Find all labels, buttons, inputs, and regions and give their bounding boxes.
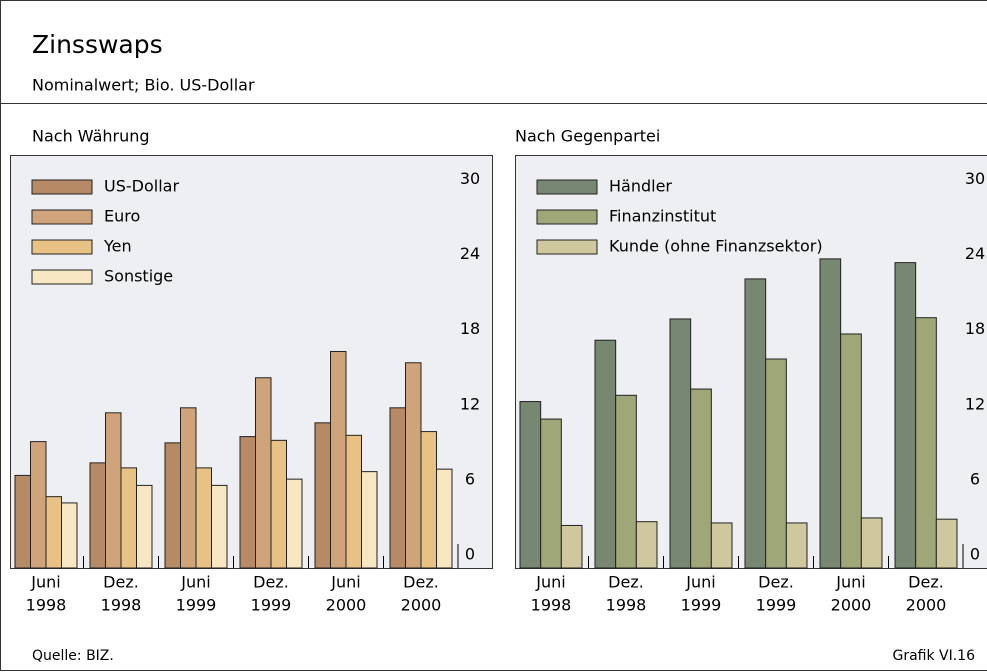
legend-swatch: [31, 269, 93, 285]
bar: [710, 522, 733, 569]
bar: [765, 358, 787, 569]
x-tick-label: 2000: [326, 596, 367, 615]
x-tick-label: 1999: [251, 596, 292, 615]
bar: [255, 377, 272, 569]
x-tick-label: Juni: [30, 573, 60, 592]
x-tick-label: Dez.: [103, 573, 139, 592]
bar: [211, 484, 228, 569]
x-tick-label: 1998: [26, 596, 67, 615]
legend-label: US-Dollar: [104, 177, 179, 196]
bar: [635, 521, 658, 569]
legend-swatch: [536, 209, 598, 225]
legend-label: Yen: [103, 237, 132, 256]
bar: [120, 467, 137, 569]
bar: [615, 394, 637, 569]
legend-label: Händler: [609, 177, 672, 196]
x-tick-label: 1999: [176, 596, 217, 615]
bar: [30, 441, 47, 569]
graphic-label: Grafik VI.16: [892, 648, 975, 664]
y-tick-label: 0: [465, 545, 475, 564]
bar: [540, 418, 562, 569]
subtitle: Nominalwert; Bio. US-Dollar: [32, 76, 255, 95]
x-tick-label: Juni: [330, 573, 360, 592]
bar: [389, 407, 406, 569]
bar: [860, 517, 883, 569]
x-tick-label: 2000: [401, 596, 442, 615]
bar: [744, 278, 767, 569]
bar: [935, 518, 958, 569]
bar: [785, 522, 808, 569]
bar: [330, 350, 347, 569]
legend-label: Kunde (ohne Finanzsektor): [609, 237, 823, 256]
x-tick-label: 1999: [756, 596, 797, 615]
legend-swatch: [31, 209, 93, 225]
x-tick-label: Dez.: [253, 573, 289, 592]
bar: [519, 401, 542, 569]
y-tick-label: 12: [965, 394, 985, 413]
y-tick-label: 24: [965, 244, 985, 263]
legend-swatch: [536, 239, 598, 255]
bar: [61, 502, 78, 569]
bar: [105, 412, 122, 569]
y-tick-label: 6: [465, 469, 475, 488]
bar: [690, 388, 712, 569]
bar: [669, 318, 692, 569]
bar: [894, 262, 917, 569]
x-tick-label: 2000: [906, 596, 947, 615]
bar: [594, 339, 617, 569]
x-tick-label: Dez.: [908, 573, 944, 592]
bar: [14, 474, 31, 569]
y-tick-label: 30: [460, 169, 480, 188]
x-tick-label: Juni: [535, 573, 565, 592]
y-tick-label: 6: [970, 469, 980, 488]
bar: [180, 407, 197, 569]
bar: [195, 467, 212, 569]
bar: [239, 436, 256, 569]
y-tick-label: 18: [460, 319, 480, 338]
bar: [405, 362, 422, 569]
y-tick-label: 30: [965, 169, 985, 188]
chart-title: Nach Gegenpartei: [515, 127, 660, 146]
legend-label: Finanzinstitut: [609, 207, 716, 226]
bar: [270, 439, 287, 569]
y-tick-label: 0: [970, 545, 980, 564]
bar: [345, 434, 362, 569]
bar: [361, 471, 378, 569]
bar: [314, 422, 331, 569]
x-tick-label: 1998: [606, 596, 647, 615]
x-tick-label: Juni: [835, 573, 865, 592]
bar: [840, 333, 862, 569]
source: Quelle: BIZ.: [32, 648, 114, 664]
bar: [420, 431, 437, 569]
bar: [89, 462, 106, 569]
legend-swatch: [536, 179, 598, 195]
chart-title: Nach Währung: [32, 127, 150, 146]
x-tick-label: 1998: [101, 596, 142, 615]
y-tick-label: 24: [460, 244, 480, 263]
x-tick-label: Juni: [180, 573, 210, 592]
y-tick-label: 12: [460, 394, 480, 413]
bar: [164, 442, 181, 569]
title: Zinsswaps: [32, 30, 163, 59]
y-tick-label: 18: [965, 319, 985, 338]
bar: [560, 524, 583, 569]
x-tick-label: 1998: [531, 596, 572, 615]
x-tick-label: 1999: [681, 596, 722, 615]
bar: [819, 258, 842, 569]
x-tick-label: Dez.: [403, 573, 439, 592]
x-tick-label: Dez.: [758, 573, 794, 592]
bar: [436, 468, 453, 569]
legend-swatch: [31, 239, 93, 255]
x-tick-label: Dez.: [608, 573, 644, 592]
x-tick-label: 2000: [831, 596, 872, 615]
legend-swatch: [31, 179, 93, 195]
bar: [136, 484, 153, 569]
x-tick-label: Juni: [685, 573, 715, 592]
legend-label: Sonstige: [104, 267, 173, 286]
bar: [915, 317, 937, 569]
legend-label: Euro: [104, 207, 140, 226]
bar: [45, 496, 62, 569]
bar: [286, 478, 303, 569]
